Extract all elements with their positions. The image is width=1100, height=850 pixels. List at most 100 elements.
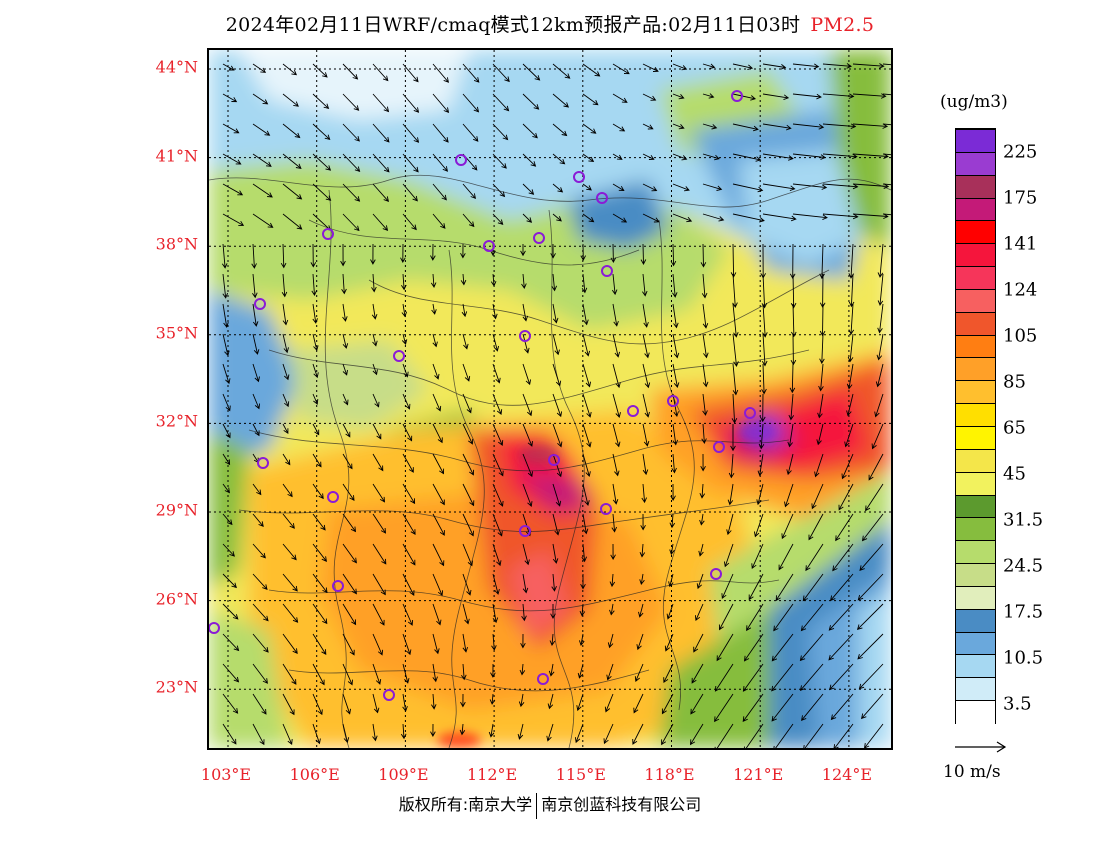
city-marker[interactable]	[383, 689, 395, 701]
wind-arrow	[492, 63, 510, 83]
city-marker[interactable]	[327, 491, 339, 503]
wind-arrow	[552, 93, 570, 108]
wind-arrow	[342, 603, 357, 626]
wind-arrow	[462, 123, 479, 142]
wind-arrow	[222, 693, 239, 714]
wind-arrow	[762, 93, 790, 101]
wind-arrow	[814, 453, 824, 478]
wind-arrow	[222, 633, 240, 652]
wind-arrow	[340, 243, 346, 267]
city-marker[interactable]	[393, 350, 405, 362]
wind-arrow	[222, 663, 240, 683]
wind-arrow	[462, 93, 480, 113]
wind-arrow	[640, 513, 646, 531]
wind-arrow	[492, 453, 504, 477]
wind-arrow	[282, 723, 293, 745]
wind-arrow	[792, 93, 822, 100]
city-marker[interactable]	[731, 90, 743, 102]
wind-arrow	[312, 423, 320, 436]
wind-arrow	[402, 423, 413, 442]
wind-arrow	[642, 393, 650, 418]
city-marker[interactable]	[483, 240, 495, 252]
wind-arrow	[548, 663, 555, 677]
city-marker[interactable]	[322, 228, 334, 240]
wind-arrow	[522, 213, 533, 223]
colorbar-swatch	[956, 334, 995, 359]
city-marker[interactable]	[744, 407, 756, 419]
wind-arrow	[517, 723, 524, 740]
wind-arrow	[727, 483, 734, 506]
wind-arrow	[638, 603, 644, 618]
wind-arrow	[550, 604, 556, 620]
wind-arrow	[222, 63, 235, 71]
wind-arrow	[432, 573, 444, 597]
wind-arrow	[882, 153, 891, 156]
city-marker[interactable]	[519, 330, 531, 342]
wind-arrow	[312, 363, 319, 379]
city-marker[interactable]	[601, 265, 613, 277]
wind-arrow	[718, 603, 734, 631]
colorbar-label: 141	[1003, 233, 1038, 255]
wind-arrow	[372, 603, 385, 626]
city-marker[interactable]	[548, 454, 560, 466]
wind-arrow	[822, 153, 858, 160]
city-marker[interactable]	[257, 457, 269, 469]
wind-arrow	[632, 723, 644, 745]
wind-arrow	[402, 123, 420, 143]
colorbar-label: 175	[1003, 187, 1038, 209]
wind-arrow	[859, 543, 884, 572]
wind-arrow	[742, 663, 764, 692]
wind-arrow	[372, 453, 384, 472]
city-marker[interactable]	[533, 232, 545, 244]
city-marker[interactable]	[332, 580, 344, 592]
wind-arrow	[778, 543, 794, 571]
wind-arrow	[691, 663, 704, 684]
wind-arrow	[402, 93, 420, 113]
wind-arrow	[775, 573, 794, 602]
city-marker[interactable]	[596, 192, 608, 204]
wind-arrow	[671, 453, 677, 474]
copyright-text: 版权所有:南京大学	[398, 795, 533, 814]
lon-label: 121°E	[733, 765, 784, 784]
wind-arrow	[222, 123, 240, 134]
wind-arrow	[830, 693, 854, 721]
wind-arrow	[522, 93, 540, 110]
city-marker[interactable]	[600, 503, 612, 515]
wind-arrow	[372, 513, 387, 534]
wind-arrow	[552, 303, 559, 324]
footer-divider	[536, 792, 538, 819]
forecast-map[interactable]	[207, 48, 893, 750]
city-marker[interactable]	[667, 395, 679, 407]
wind-arrow	[492, 603, 499, 624]
wind-arrow	[522, 483, 533, 507]
city-marker[interactable]	[519, 525, 531, 537]
wind-arrow	[492, 363, 501, 384]
wind-arrow	[792, 153, 827, 160]
city-marker[interactable]	[713, 441, 725, 453]
wind-arrow	[342, 663, 353, 686]
wind-arrow	[808, 513, 824, 541]
wind-arrow	[822, 183, 859, 190]
city-marker[interactable]	[254, 298, 266, 310]
map-canvas	[209, 50, 891, 748]
city-marker[interactable]	[537, 673, 549, 685]
wind-arrow	[582, 303, 589, 326]
wind-arrow	[342, 423, 351, 438]
wind-arrow	[312, 123, 331, 141]
city-marker[interactable]	[573, 171, 585, 183]
wind-arrow	[612, 93, 628, 103]
wind-arrow	[222, 363, 231, 385]
city-marker[interactable]	[209, 622, 220, 634]
wind-arrow	[670, 483, 676, 502]
city-marker[interactable]	[627, 405, 639, 417]
wind-arrow	[522, 333, 530, 354]
wind-arrow	[641, 483, 648, 504]
wind-arrow	[857, 633, 884, 660]
city-marker[interactable]	[710, 568, 722, 580]
wind-arrow	[612, 363, 621, 389]
wind-arrow	[760, 393, 766, 423]
city-marker[interactable]	[455, 154, 467, 166]
wind-arrow	[432, 213, 446, 229]
wind-arrow	[432, 153, 449, 172]
wind-arrow	[282, 303, 289, 326]
